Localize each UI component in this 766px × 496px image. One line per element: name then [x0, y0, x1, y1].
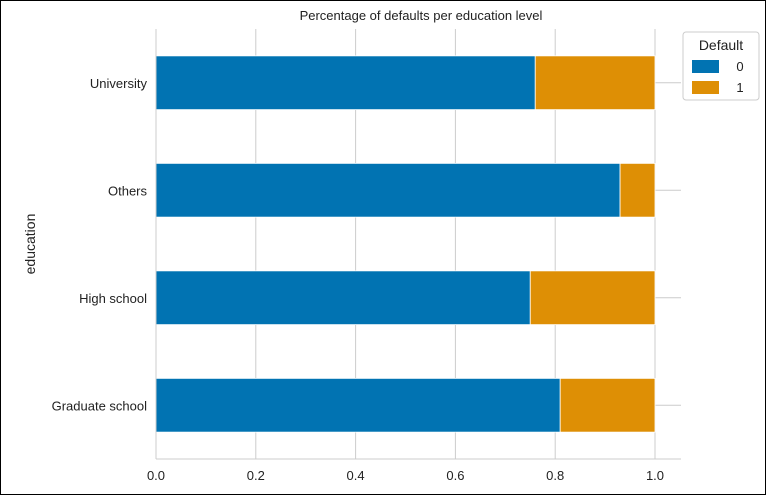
- bar-segment-default-1: [534, 55, 656, 111]
- bar-segment-default-0: [155, 377, 561, 433]
- legend-swatch-default-1: [692, 81, 719, 94]
- axes-layer: [155, 29, 681, 460]
- bar-segment-default-1: [619, 162, 656, 218]
- legend-swatch-default-0: [692, 60, 719, 73]
- bar-segment-default-0: [155, 55, 536, 111]
- legend: Default 01: [682, 31, 760, 101]
- bars-layer: [155, 55, 656, 433]
- x-tick-label: 0.8: [546, 468, 564, 483]
- bar-segment-default-0: [155, 270, 531, 326]
- legend-entries: 01: [692, 59, 744, 95]
- y-tick-label: High school: [79, 291, 147, 306]
- x-tick-label: 0.4: [347, 468, 365, 483]
- chart-title: Percentage of defaults per education lev…: [300, 8, 543, 23]
- y-tick-label: Others: [108, 183, 148, 198]
- y-tick-label: University: [90, 76, 148, 91]
- legend-title: Default: [699, 37, 743, 53]
- legend-label-default-1: 1: [736, 80, 743, 95]
- x-tick-label: 1.0: [646, 468, 664, 483]
- y-axis-label: education: [22, 214, 38, 275]
- bar-segment-default-0: [155, 162, 621, 218]
- bar-segment-default-1: [559, 377, 656, 433]
- x-tick-label: 0.6: [446, 468, 464, 483]
- x-tick-label: 0.0: [147, 468, 165, 483]
- x-tick-labels: 0.0 0.2 0.4 0.6 0.8 1.0: [147, 468, 664, 483]
- x-tick-label: 0.2: [247, 468, 265, 483]
- bar-segment-default-1: [529, 270, 656, 326]
- legend-label-default-0: 0: [736, 59, 743, 74]
- y-tick-label: Graduate school: [52, 398, 148, 413]
- y-tick-labels: Graduate school High school Others Universi…: [52, 76, 148, 414]
